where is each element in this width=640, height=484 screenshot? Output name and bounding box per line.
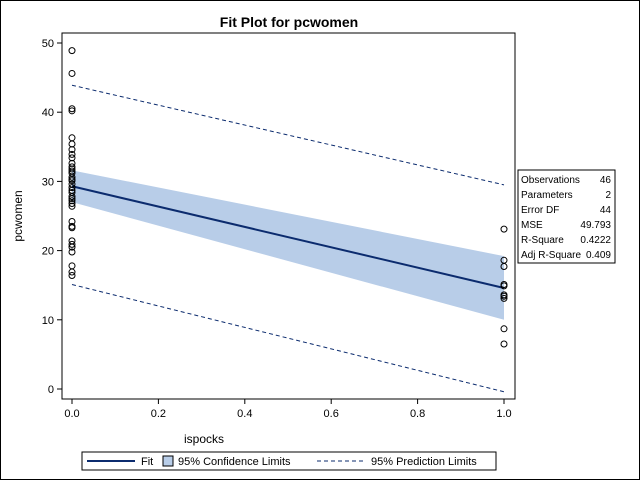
data-point: [500, 263, 508, 271]
fit-line: [71, 185, 505, 289]
data-point: [68, 105, 76, 113]
data-point: [68, 184, 76, 192]
data-point: [68, 202, 76, 210]
x-tick-label: 0.8: [410, 408, 425, 420]
data-point: [68, 69, 76, 77]
x-tick-label: 1.0: [496, 408, 511, 420]
data-point: [68, 193, 76, 201]
stat-label: Error DF: [521, 205, 559, 216]
plot-area: 0.0 0.2 0.4 0.6 0.8 1.0 0 10 20 30 40 50: [42, 32, 516, 420]
data-point: [68, 134, 76, 142]
y-tick-label: 20: [42, 246, 54, 258]
data-point: [500, 325, 508, 333]
data-point: [68, 107, 76, 115]
stat-value: 2: [605, 190, 611, 201]
data-point: [68, 146, 76, 154]
data-point: [500, 291, 508, 299]
stat-label: R-Square: [521, 235, 564, 246]
y-tick-label: 40: [42, 107, 54, 119]
data-point: [68, 272, 76, 280]
data-point: [68, 200, 76, 208]
stat-value: 44: [600, 205, 612, 216]
data-point: [68, 240, 76, 248]
y-tick-label: 50: [42, 38, 54, 50]
stat-value: 0.409: [586, 250, 611, 261]
x-tick-label: 0.6: [324, 408, 339, 420]
data-point: [68, 248, 76, 256]
legend-label-fit: Fit: [141, 456, 153, 468]
stat-value: 46: [600, 175, 612, 186]
data-point: [68, 165, 76, 173]
data-point: [68, 262, 76, 270]
legend-label-prediction: 95% Prediction Limits: [371, 456, 477, 468]
stat-label: Adj R-Square: [521, 250, 581, 261]
stats-box: [517, 169, 616, 264]
plot-frame: [61, 32, 516, 400]
data-point: [68, 167, 76, 175]
data-point: [68, 150, 76, 158]
stat-label: MSE: [521, 220, 543, 231]
y-tick-label: 0: [48, 384, 54, 396]
data-point: [68, 47, 76, 55]
x-tick-label: 0.2: [151, 408, 166, 420]
data-point: [68, 188, 76, 196]
stat-label: Observations: [521, 175, 580, 186]
y-tick-label: 30: [42, 176, 54, 188]
data-point: [68, 224, 76, 232]
stat-label: Parameters: [521, 190, 573, 201]
x-axis-label: ispocks: [184, 432, 224, 446]
legend-box: [81, 451, 497, 471]
chart-title: Fit Plot for pcwomen: [220, 14, 358, 30]
y-tick-label: 10: [42, 315, 54, 327]
data-point: [500, 282, 508, 290]
x-tick-label: 0.0: [64, 408, 79, 420]
stat-value: 0.4222: [580, 235, 611, 246]
x-tick-label: 0.4: [237, 408, 252, 420]
data-point: [500, 294, 508, 302]
data-point: [68, 268, 76, 276]
prediction-upper-line: [71, 84, 505, 186]
data-point: [68, 175, 76, 183]
data-point: [68, 243, 76, 251]
legend-swatch-confidence: [162, 455, 174, 467]
confidence-band: [72, 170, 504, 320]
stat-value: 49.793: [580, 220, 611, 231]
legend: Fit 95% Confidence Limits 95% Prediction L…: [81, 451, 497, 471]
legend-label-confidence: 95% Confidence Limits: [178, 456, 291, 468]
data-point: [500, 340, 508, 348]
y-axis-label: pcwomen: [11, 190, 25, 241]
data-point: [500, 225, 508, 233]
fit-statistics-table: Observations 46 Parameters 2 Error DF 44 MSE 49…: [517, 169, 616, 264]
